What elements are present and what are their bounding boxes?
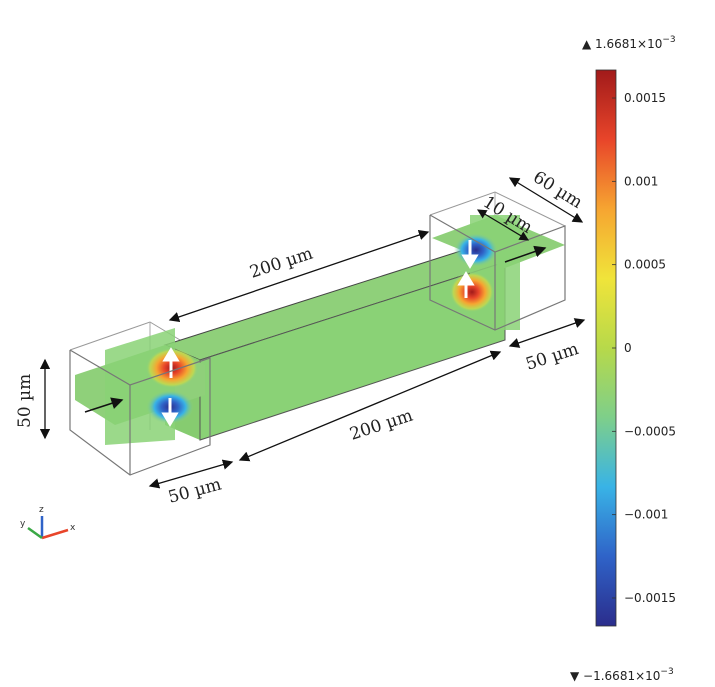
- left-height-label: 50 µm: [15, 374, 35, 428]
- flow-arrows: [161, 240, 479, 427]
- colorbar-tick-label: 0.0015: [624, 91, 666, 105]
- outlet-arrow: [504, 245, 547, 263]
- colorbar-min-exponent: −3: [660, 667, 673, 677]
- colorbar-max-label: ▲ 1.6681×10−3: [582, 35, 676, 51]
- x-axis-line: [41, 528, 69, 540]
- channel-geometry: [69, 191, 566, 476]
- left-width-dimension-line: [148, 459, 234, 489]
- right-depth-label: 60 µm: [529, 167, 586, 213]
- colorbar-tick-label: −0.0015: [624, 591, 676, 605]
- top-length-dimension-line: [168, 230, 430, 322]
- x-axis-letter: x: [70, 523, 76, 533]
- top-length-label: 200 µm: [247, 244, 315, 283]
- svg-text:▼ −1.6681×10−3: ▼ −1.6681×10−3: [570, 667, 674, 683]
- left-chamber-wireframe: [69, 349, 211, 476]
- y-axis-letter: y: [20, 519, 26, 529]
- z-axis-letter: z: [39, 505, 44, 515]
- right-depth-dimension-line: [508, 177, 584, 223]
- inlet-arrow: [84, 397, 124, 413]
- right-width-label: 50 µm: [523, 339, 581, 375]
- svg-text:▲ 1.6681×10−3: ▲ 1.6681×10−3: [582, 35, 676, 51]
- colorbar-max-mantissa: 1.6681×10: [595, 37, 662, 51]
- right-inner-dimension-line: [476, 209, 530, 241]
- colorbar-min-label: ▼ −1.6681×10−3: [570, 667, 674, 683]
- colorbar-tick-label: −0.0005: [624, 424, 676, 438]
- colorbar-min-mantissa: −1.6681×10: [583, 669, 660, 683]
- left-width-label: 50 µm: [166, 474, 224, 507]
- colorbar-tick-label: 0.0005: [624, 258, 666, 272]
- y-axis-line: [27, 526, 43, 540]
- colorbar-ticks: 0.0015 0.001 0.0005 0 −0.0005 −0.001 −0.0015: [612, 91, 676, 605]
- colorbar-tick-label: 0.001: [624, 174, 658, 188]
- right-chamber-wireframe: [429, 214, 566, 331]
- right-width-dimension-line: [508, 318, 586, 348]
- axis-triad: x y z: [20, 505, 76, 540]
- bottom-length-dimension-line: [238, 350, 502, 462]
- colorbar-tick-label: −0.001: [624, 508, 668, 522]
- colorbar-max-exponent: −3: [662, 35, 675, 45]
- colorbar-tick-label: 0: [624, 341, 632, 355]
- right-hot-spot: [450, 272, 494, 312]
- color-scale: ▲ 1.6681×10−3 0.0015 0.001 0.0005 0 −0.0005 −…: [570, 35, 676, 683]
